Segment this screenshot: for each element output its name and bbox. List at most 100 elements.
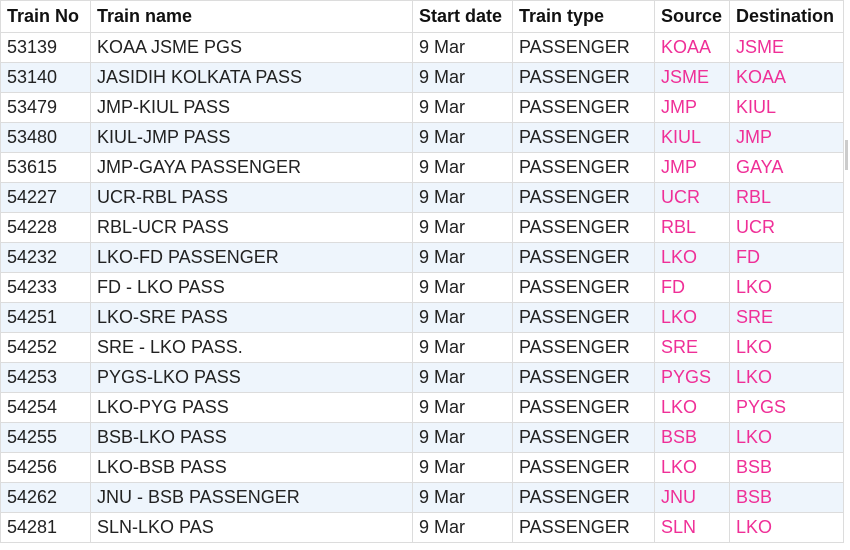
- header-row: Train No Train name Start date Train type So…: [0, 0, 844, 33]
- table-cell: 54251: [0, 302, 91, 333]
- table-cell: KIUL: [729, 92, 844, 123]
- table-cell: 9 Mar: [412, 392, 513, 423]
- table-row: 54281 SLN-LKO PAS 9 Mar PASSENGER SLN LKO: [0, 512, 844, 543]
- table-cell: 9 Mar: [412, 482, 513, 513]
- table-cell: PASSENGER: [512, 272, 655, 303]
- table-cell: 53139: [0, 32, 91, 63]
- column-header: Start date: [412, 0, 513, 33]
- table-header: Train No Train name Start date Train type So…: [0, 0, 844, 33]
- table-cell: 54262: [0, 482, 91, 513]
- table-cell: 53140: [0, 62, 91, 93]
- table-cell: 54254: [0, 392, 91, 423]
- table-cell: GAYA: [729, 152, 844, 183]
- table-cell: 9 Mar: [412, 272, 513, 303]
- table-cell: LKO: [729, 272, 844, 303]
- table-cell: RBL-UCR PASS: [90, 212, 413, 243]
- table-cell: 9 Mar: [412, 122, 513, 153]
- table-row: 54253 PYGS-LKO PASS 9 Mar PASSENGER PYGS LKO: [0, 362, 844, 393]
- table-row: 54227 UCR-RBL PASS 9 Mar PASSENGER UCR RBL: [0, 182, 844, 213]
- table-cell: JMP: [654, 152, 730, 183]
- table-row: 53479 JMP-KIUL PASS 9 Mar PASSENGER JMP KIUL: [0, 92, 844, 123]
- table-cell: JMP: [654, 92, 730, 123]
- table-cell: JSME: [729, 32, 844, 63]
- table-body: 53139 KOAA JSME PGS 9 Mar PASSENGER KOAA JSME…: [0, 32, 844, 543]
- table-cell: 53480: [0, 122, 91, 153]
- table-cell: FD - LKO PASS: [90, 272, 413, 303]
- table-cell: PASSENGER: [512, 362, 655, 393]
- table-cell: PASSENGER: [512, 422, 655, 453]
- table-cell: PASSENGER: [512, 182, 655, 213]
- table-cell: 9 Mar: [412, 452, 513, 483]
- table-cell: SRE: [729, 302, 844, 333]
- table-row: 54256 LKO-BSB PASS 9 Mar PASSENGER LKO BSB: [0, 452, 844, 483]
- table-row: 54251 LKO-SRE PASS 9 Mar PASSENGER LKO SRE: [0, 302, 844, 333]
- table-cell: JASIDIH KOLKATA PASS: [90, 62, 413, 93]
- table-cell: LKO: [654, 242, 730, 273]
- table-cell: 9 Mar: [412, 512, 513, 543]
- table-cell: KOAA: [654, 32, 730, 63]
- table-row: 54252 SRE - LKO PASS. 9 Mar PASSENGER SRE LKO: [0, 332, 844, 363]
- table-cell: BSB-LKO PASS: [90, 422, 413, 453]
- table-cell: LKO: [729, 422, 844, 453]
- table-cell: KIUL: [654, 122, 730, 153]
- table-cell: KOAA JSME PGS: [90, 32, 413, 63]
- table-cell: PYGS-LKO PASS: [90, 362, 413, 393]
- table-cell: JMP-KIUL PASS: [90, 92, 413, 123]
- table-cell: SRE - LKO PASS.: [90, 332, 413, 363]
- table-cell: RBL: [729, 182, 844, 213]
- table-cell: 9 Mar: [412, 302, 513, 333]
- table-cell: FD: [729, 242, 844, 273]
- table-cell: 9 Mar: [412, 182, 513, 213]
- table-cell: UCR: [654, 182, 730, 213]
- table-cell: FD: [654, 272, 730, 303]
- table-row: 54233 FD - LKO PASS 9 Mar PASSENGER FD LKO: [0, 272, 844, 303]
- table-cell: PASSENGER: [512, 332, 655, 363]
- table-cell: JNU: [654, 482, 730, 513]
- table-cell: PASSENGER: [512, 482, 655, 513]
- table-row: 54232 LKO-FD PASSENGER 9 Mar PASSENGER LKO FD: [0, 242, 844, 273]
- table-cell: LKO: [729, 332, 844, 363]
- table-cell: PASSENGER: [512, 122, 655, 153]
- table-cell: LKO: [654, 452, 730, 483]
- table-cell: 9 Mar: [412, 242, 513, 273]
- table-cell: 54252: [0, 332, 91, 363]
- table-cell: 9 Mar: [412, 92, 513, 123]
- table-cell: SLN-LKO PAS: [90, 512, 413, 543]
- table-cell: KOAA: [729, 62, 844, 93]
- table-cell: JMP-GAYA PASSENGER: [90, 152, 413, 183]
- table-row: 54262 JNU - BSB PASSENGER 9 Mar PASSENGER JN…: [0, 482, 844, 513]
- table-cell: JMP: [729, 122, 844, 153]
- table-cell: PASSENGER: [512, 62, 655, 93]
- table-cell: BSB: [654, 422, 730, 453]
- table-cell: 54253: [0, 362, 91, 393]
- table-cell: JNU - BSB PASSENGER: [90, 482, 413, 513]
- table-cell: 53615: [0, 152, 91, 183]
- table-cell: LKO-PYG PASS: [90, 392, 413, 423]
- table-cell: 9 Mar: [412, 362, 513, 393]
- table-cell: SRE: [654, 332, 730, 363]
- table-cell: 9 Mar: [412, 32, 513, 63]
- table-cell: PASSENGER: [512, 452, 655, 483]
- table-row: 54255 BSB-LKO PASS 9 Mar PASSENGER BSB LKO: [0, 422, 844, 453]
- table-cell: PASSENGER: [512, 32, 655, 63]
- table-cell: KIUL-JMP PASS: [90, 122, 413, 153]
- table-cell: LKO-FD PASSENGER: [90, 242, 413, 273]
- table-cell: LKO: [654, 302, 730, 333]
- table-cell: JSME: [654, 62, 730, 93]
- table-cell: PYGS: [654, 362, 730, 393]
- table-row: 54228 RBL-UCR PASS 9 Mar PASSENGER RBL UCR: [0, 212, 844, 243]
- table-cell: LKO-SRE PASS: [90, 302, 413, 333]
- table-cell: SLN: [654, 512, 730, 543]
- table-cell: 54232: [0, 242, 91, 273]
- column-header: Train type: [512, 0, 655, 33]
- table-cell: 54281: [0, 512, 91, 543]
- column-header: Destination: [729, 0, 844, 33]
- table-row: 53139 KOAA JSME PGS 9 Mar PASSENGER KOAA JSME: [0, 32, 844, 63]
- table-cell: PASSENGER: [512, 242, 655, 273]
- table-cell: PASSENGER: [512, 152, 655, 183]
- table-cell: LKO: [729, 362, 844, 393]
- scroll-edge: [845, 140, 848, 170]
- table-cell: PASSENGER: [512, 512, 655, 543]
- table-cell: LKO-BSB PASS: [90, 452, 413, 483]
